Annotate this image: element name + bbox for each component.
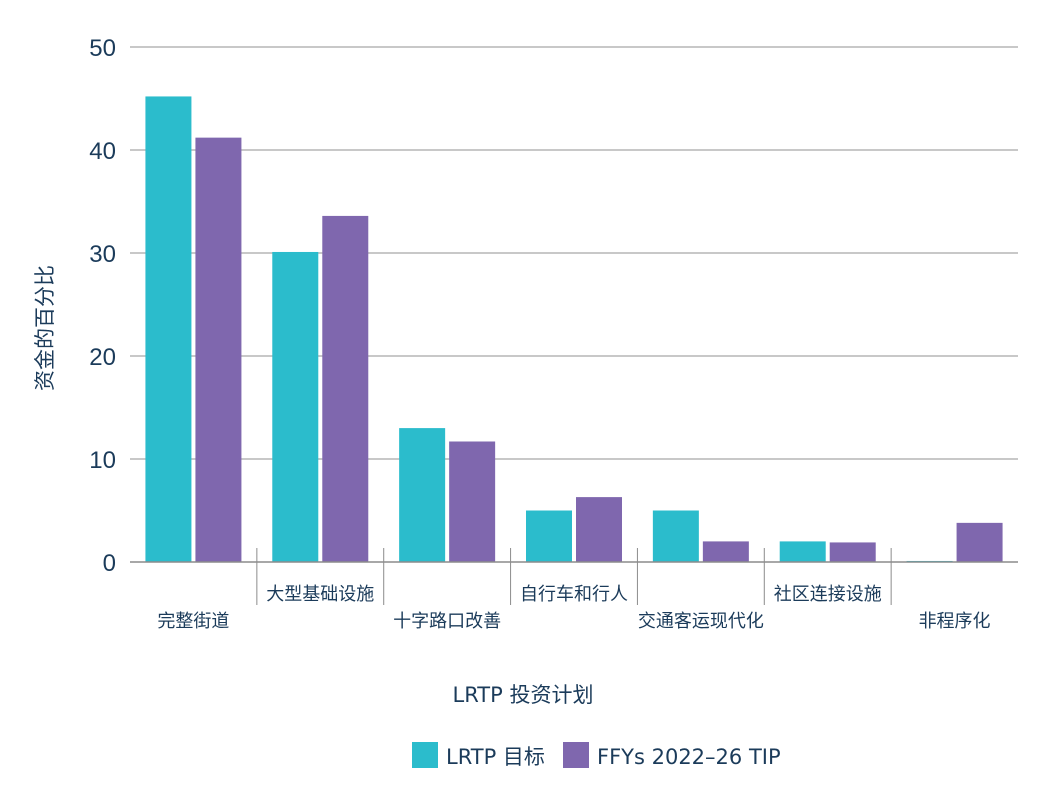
category-label: 自行车和行人 (520, 584, 628, 605)
category-label: 社区连接设施 (774, 584, 882, 605)
y-tick-label: 0 (103, 550, 116, 577)
category-label: 完整街道 (157, 611, 229, 632)
y-tick-label: 40 (89, 138, 116, 165)
legend-swatch-tip (563, 742, 589, 768)
category-label: 大型基础设施 (266, 584, 374, 605)
bar-lrtp-5 (779, 541, 826, 562)
category-label: 非程序化 (919, 611, 991, 632)
legend-label-tip: FFYs 2022–26 TIP (597, 745, 781, 769)
bar-tip-5 (829, 542, 876, 562)
y-axis-title: 资金的百分比 (33, 265, 57, 391)
category-label: 十字路口改善 (393, 611, 501, 632)
legend-swatch-lrtp (412, 742, 438, 768)
bar-tip-2 (449, 441, 496, 562)
bar-tip-4 (702, 541, 749, 562)
bar-tip-6 (956, 522, 1003, 562)
y-tick-label: 20 (89, 344, 116, 371)
legend-label-lrtp: LRTP 目标 (446, 745, 545, 769)
bar-lrtp-1 (272, 251, 319, 562)
x-axis-title: LRTP 投资计划 (453, 683, 594, 707)
y-tick-label: 30 (89, 241, 116, 268)
category-label: 交通客运现代化 (638, 611, 764, 632)
bar-lrtp-3 (526, 510, 572, 562)
bar-tip-0 (195, 137, 242, 562)
bar-lrtp-2 (399, 428, 446, 562)
bar-lrtp-4 (652, 510, 699, 562)
y-tick-label: 50 (89, 35, 116, 62)
gridlines (130, 46, 1018, 460)
legend: LRTP 目标 FFYs 2022–26 TIP (412, 742, 781, 769)
bar-lrtp-0 (145, 96, 192, 562)
bars (145, 96, 1003, 563)
y-tick-label: 10 (89, 447, 116, 474)
bar-tip-1 (322, 215, 369, 563)
bar-tip-3 (576, 497, 622, 562)
y-axis-ticks: 0 10 20 30 40 50 (89, 35, 116, 577)
x-axis (130, 548, 1018, 605)
